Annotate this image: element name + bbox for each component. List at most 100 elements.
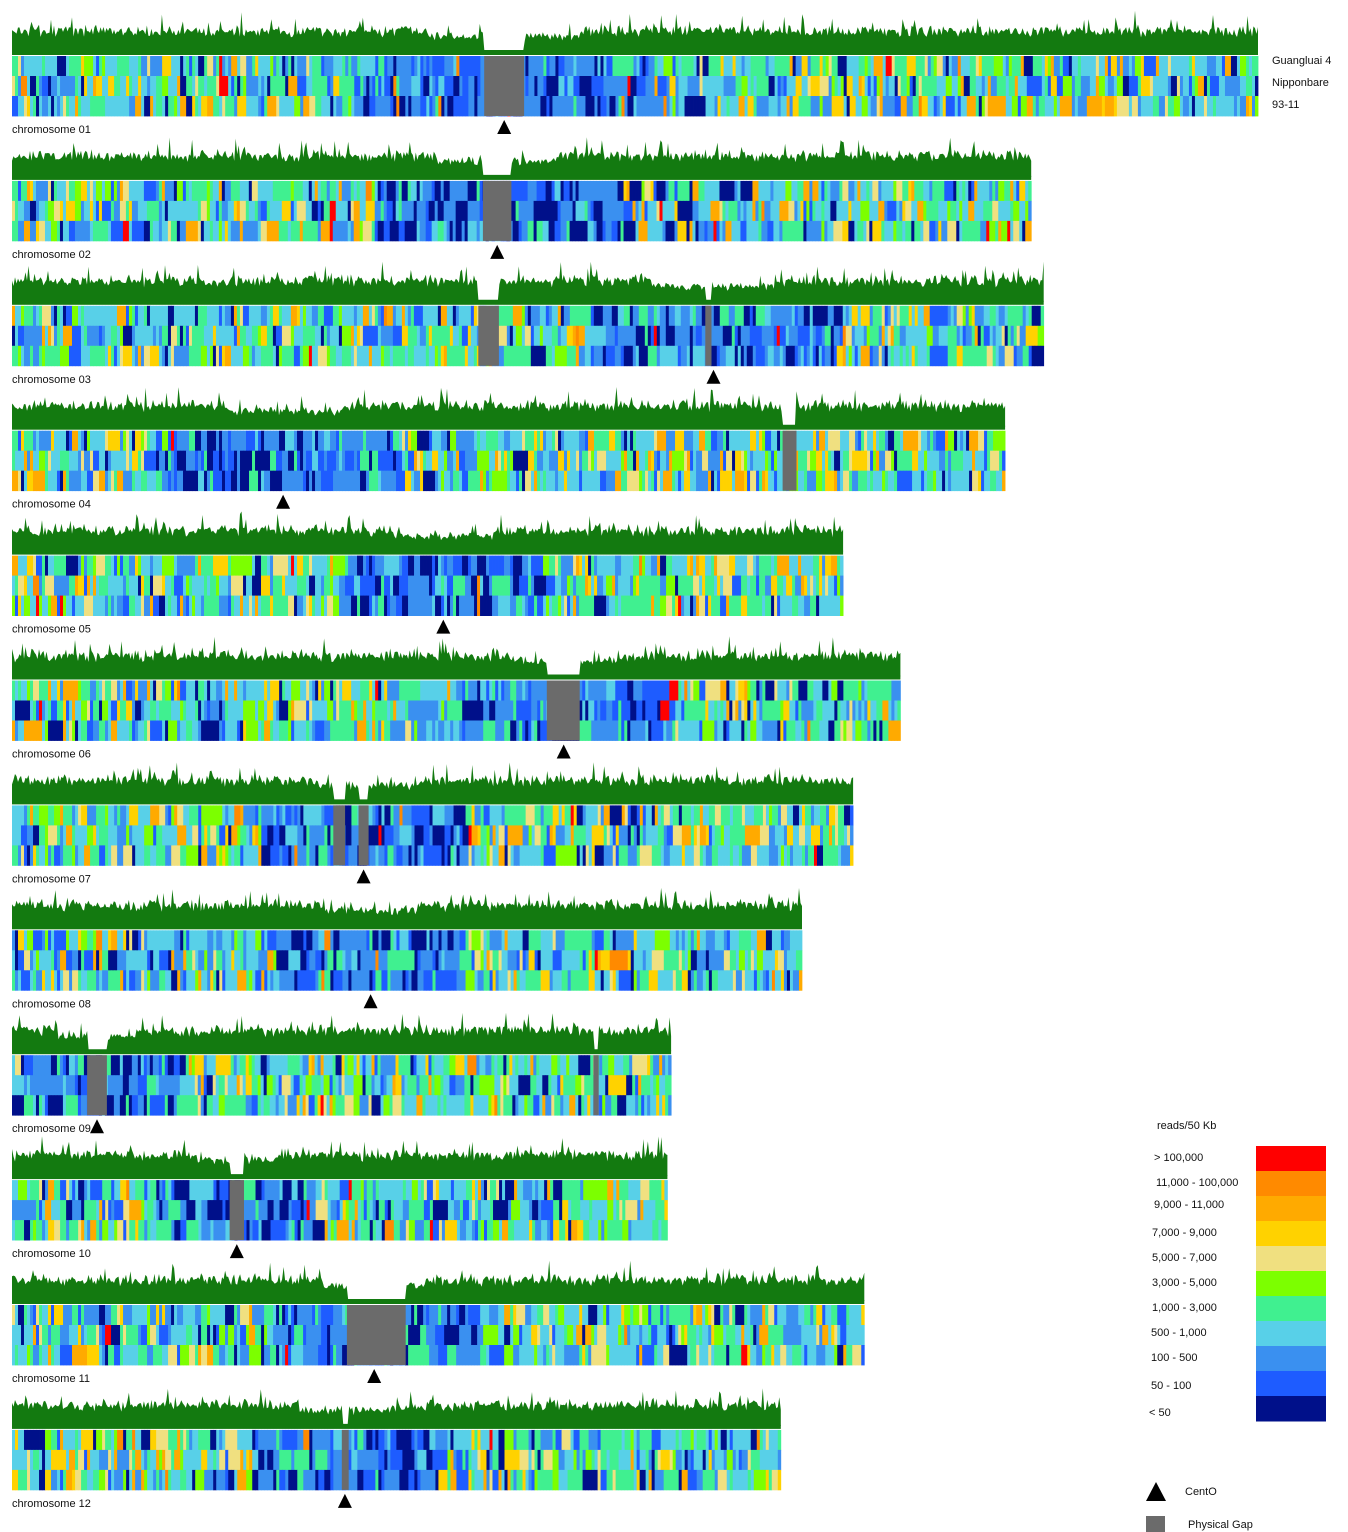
- heatmap-cell: [927, 96, 932, 117]
- heatmap-cell: [992, 180, 996, 202]
- heatmap-cell: [435, 430, 439, 452]
- heatmap-cell: [20, 220, 25, 242]
- heatmap-cell: [612, 56, 616, 77]
- heatmap-cell: [600, 76, 604, 97]
- heatmap-cell: [107, 200, 112, 222]
- heatmap-cell: [966, 56, 971, 77]
- heatmap-cell: [57, 96, 61, 117]
- heatmap-cell: [368, 200, 373, 222]
- heatmap-cell: [981, 96, 986, 117]
- heatmap-cell: [903, 96, 908, 117]
- heatmap-cell: [696, 96, 700, 117]
- heatmap-cell: [587, 305, 592, 327]
- heatmap-cell: [849, 96, 854, 117]
- heatmap-cell: [944, 325, 949, 347]
- heatmap-cell: [561, 450, 565, 472]
- heatmap-cell: [918, 450, 922, 472]
- heatmap-cell: [351, 76, 355, 97]
- heatmap-cell: [78, 575, 82, 596]
- heatmap-cell: [887, 200, 891, 222]
- heatmap-cell: [393, 76, 397, 97]
- heatmap-cell: [510, 470, 514, 492]
- heatmap-cell: [221, 305, 226, 327]
- heatmap-track: [12, 56, 1259, 77]
- heatmap-cell: [740, 220, 744, 242]
- heatmap-cell: [279, 575, 283, 596]
- heatmap-cell: [165, 430, 169, 452]
- heatmap-cell: [135, 56, 139, 77]
- heatmap-cell: [909, 470, 913, 492]
- heatmap-cell: [465, 96, 469, 117]
- heatmap-cell: [438, 470, 442, 492]
- heatmap-cell: [218, 305, 223, 327]
- heatmap-cell: [560, 305, 565, 327]
- heatmap-cell: [75, 595, 79, 616]
- heatmap-cell: [380, 325, 385, 347]
- heatmap-cell: [294, 56, 298, 77]
- heatmap-cell: [1119, 96, 1124, 117]
- heatmap-cell: [153, 595, 157, 616]
- heatmap-cell: [1014, 56, 1019, 77]
- heatmap-cell: [165, 76, 169, 97]
- heatmap-cell: [723, 575, 727, 596]
- heatmap-cell: [554, 200, 558, 222]
- heatmap-cell: [512, 220, 517, 242]
- heatmap-cell: [12, 555, 16, 576]
- heatmap-cell: [518, 325, 523, 347]
- heatmap-cell: [297, 575, 301, 596]
- heatmap-cell: [978, 470, 982, 492]
- heatmap-cell: [714, 555, 718, 576]
- heatmap-cell: [429, 56, 433, 77]
- heatmap-cell: [408, 96, 412, 117]
- heatmap-cell: [677, 325, 682, 347]
- heatmap-cell: [525, 56, 529, 77]
- heatmap-cell: [690, 450, 694, 472]
- heatmap-cell: [252, 430, 256, 452]
- heatmap-cell: [717, 96, 721, 117]
- heatmap-cell: [117, 575, 121, 596]
- heatmap-cell: [71, 305, 76, 327]
- heatmap-cell: [672, 76, 676, 97]
- heatmap-cell: [873, 76, 878, 97]
- heatmap-cell: [1019, 345, 1024, 367]
- heatmap-cell: [588, 470, 592, 492]
- heatmap-cell: [588, 450, 592, 472]
- heatmap-cell: [332, 325, 337, 347]
- heatmap-cell: [819, 470, 823, 492]
- heatmap-cell: [62, 305, 67, 327]
- heatmap-cell: [645, 76, 649, 97]
- heatmap-cell: [735, 450, 739, 472]
- heatmap-cell: [572, 220, 576, 242]
- heatmap-cell: [986, 200, 990, 222]
- heatmap-cell: [1188, 76, 1193, 97]
- heatmap-cell: [852, 56, 857, 77]
- heatmap-cell: [585, 575, 589, 596]
- heatmap-cell: [1200, 56, 1205, 77]
- heatmap-cell: [765, 56, 769, 77]
- heatmap-cell: [170, 200, 175, 222]
- heatmap-cell: [978, 430, 982, 452]
- heatmap-cell: [807, 470, 811, 492]
- heatmap-cell: [639, 96, 643, 117]
- heatmap-cell: [549, 96, 553, 117]
- heatmap-cell: [468, 96, 472, 117]
- heatmap-cell: [659, 220, 663, 242]
- heatmap-cell: [875, 305, 880, 327]
- heatmap-cell: [315, 430, 319, 452]
- heatmap-cell: [533, 345, 538, 367]
- heatmap-cell: [333, 555, 337, 576]
- heatmap-cell: [1146, 76, 1151, 97]
- heatmap-cell: [753, 76, 757, 97]
- heatmap-cell: [861, 56, 866, 77]
- heatmap-cell: [606, 470, 610, 492]
- heatmap-cell: [698, 200, 702, 222]
- heatmap-cell: [492, 450, 496, 472]
- heatmap-cell: [516, 470, 520, 492]
- heatmap-cell: [54, 96, 58, 117]
- heatmap-cell: [630, 450, 634, 472]
- heatmap-cell: [999, 430, 1003, 452]
- heatmap-cell: [258, 470, 262, 492]
- heatmap-cell: [69, 76, 73, 97]
- heatmap-cell: [753, 56, 757, 77]
- heatmap-cell: [593, 220, 597, 242]
